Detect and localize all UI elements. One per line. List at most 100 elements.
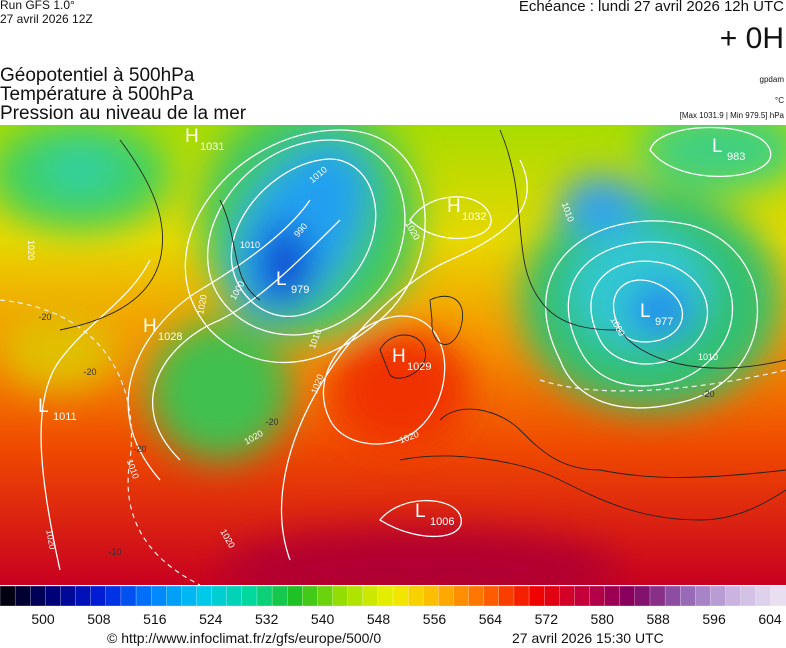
pressure-value: 1011 xyxy=(53,411,77,423)
colorbar-cell xyxy=(559,585,576,607)
colorbar-cell xyxy=(695,585,712,607)
colorbar-cell xyxy=(30,585,46,607)
isobars xyxy=(40,126,772,571)
colorbar-label: 604 xyxy=(758,611,782,627)
colorbar-cell xyxy=(317,585,334,607)
isotherm-label: -20 xyxy=(265,417,278,427)
colorbar-cell xyxy=(755,585,772,607)
colorbar-cell xyxy=(725,585,742,607)
unit: gpdam xyxy=(760,75,785,84)
title: Pression au niveau de la mer xyxy=(0,103,247,124)
colorbar-cell xyxy=(513,585,530,607)
isobar-label: 1010 xyxy=(240,240,260,250)
colorbar: 500 508 516 524 532 540 548 556 564 572 580 588 596 6… xyxy=(0,585,786,627)
colorbar-label: 588 xyxy=(646,611,670,627)
colorbar-label: 500 xyxy=(31,611,55,627)
pressure-value: 1006 xyxy=(430,516,454,528)
colorbar-cell xyxy=(302,585,319,607)
pressure-value: 977 xyxy=(655,316,673,328)
isotherm-label: -20 xyxy=(83,367,96,377)
colorbar-label: 516 xyxy=(143,611,167,627)
generated: 27 avril 2026 15:30 UTC xyxy=(512,630,664,646)
temperature-field xyxy=(0,125,786,585)
pressure-range: [Max 1031.9 | Min 979.5] hPa xyxy=(680,111,785,120)
pressure-letter: L xyxy=(276,269,287,290)
colorbar-cell xyxy=(710,585,727,607)
pressure-value: 979 xyxy=(291,284,309,296)
colorbar-cell xyxy=(377,585,394,607)
isobar-label: 1010 xyxy=(698,352,718,362)
colorbar-cell xyxy=(740,585,757,607)
pressure-value: 1031 xyxy=(200,141,224,153)
colorbar-cell xyxy=(574,585,591,607)
colorbar-cell xyxy=(498,585,515,607)
colorbar-cell xyxy=(453,585,470,607)
colorbar-cell xyxy=(196,585,213,607)
colorbar-label: 524 xyxy=(199,611,223,627)
unit: °C xyxy=(775,96,784,105)
colorbar-cell xyxy=(105,585,122,607)
colorbar-label: 508 xyxy=(87,611,111,627)
colorbar-cell xyxy=(392,585,409,607)
colorbar-label: 596 xyxy=(702,611,726,627)
colorbar-cell xyxy=(770,585,786,607)
colorbar-cell xyxy=(271,585,288,607)
colorbar-cell xyxy=(438,585,455,607)
colorbar-cell xyxy=(619,585,636,607)
pressure-value: 1028 xyxy=(158,331,182,343)
echeance: Échéance : lundi 27 avril 2026 12h UTC xyxy=(519,0,784,15)
pressure-letter: L xyxy=(712,136,723,157)
colorbar-cell xyxy=(362,585,379,607)
isobar-label: 1020 xyxy=(26,240,36,260)
colorbar-cell xyxy=(483,585,500,607)
colorbar-cell xyxy=(649,585,666,607)
isotherm-label: -20 xyxy=(701,389,714,399)
colorbar-cell xyxy=(211,585,228,607)
colorbar-cell xyxy=(423,585,439,607)
colorbar-cell xyxy=(90,585,107,607)
lead-time: + 0H xyxy=(720,22,784,55)
colorbar-cell xyxy=(135,585,152,607)
isobar-label: 1020 xyxy=(44,529,57,550)
colorbar-cell xyxy=(226,585,243,607)
pressure-letter: H xyxy=(143,316,157,337)
colorbar-cell xyxy=(468,585,485,607)
colorbar-cell xyxy=(181,585,198,607)
source: © http://www.infoclimat.fr/z/gfs/europe/… xyxy=(107,630,381,646)
colorbar-cell xyxy=(347,585,364,607)
title: Géopotentiel à 500hPa xyxy=(0,65,195,86)
title: Température à 500hPa xyxy=(0,84,194,105)
colorbar-cell xyxy=(45,585,62,607)
colorbar-cell xyxy=(544,585,560,607)
pressure-letter: L xyxy=(38,396,49,417)
colorbar-cell xyxy=(332,585,349,607)
colorbar-cell xyxy=(256,585,273,607)
pressure-letter: L xyxy=(640,301,651,322)
colorbar-cell xyxy=(60,585,77,607)
colorbar-cell xyxy=(407,585,424,607)
colorbar-cell xyxy=(680,585,696,607)
pressure-letter: H xyxy=(185,126,199,147)
isobar-label: 1020 xyxy=(195,294,208,315)
run: Run GFS 1.0° xyxy=(0,0,75,12)
pressure-letter: H xyxy=(392,346,406,367)
colorbar-label: 532 xyxy=(255,611,279,627)
pressure-value: 1029 xyxy=(407,361,431,373)
colorbar-label: 548 xyxy=(367,611,391,627)
pressure-letter: L xyxy=(415,501,426,522)
pressure-value: 983 xyxy=(727,151,745,163)
colorbar-cell xyxy=(75,585,92,607)
pressure-value: 1032 xyxy=(462,211,486,223)
isotherm-label: -20 xyxy=(38,312,51,322)
colorbar-cell xyxy=(664,585,681,607)
colorbar-label: 556 xyxy=(423,611,447,627)
colorbar-label: 540 xyxy=(311,611,335,627)
colorbar-cell xyxy=(14,585,31,607)
colorbar-cell xyxy=(166,585,183,607)
coastlines xyxy=(59,129,786,521)
colorbar-cell xyxy=(634,585,651,607)
colorbar-cell xyxy=(0,585,16,607)
colorbar-cell xyxy=(241,585,258,607)
